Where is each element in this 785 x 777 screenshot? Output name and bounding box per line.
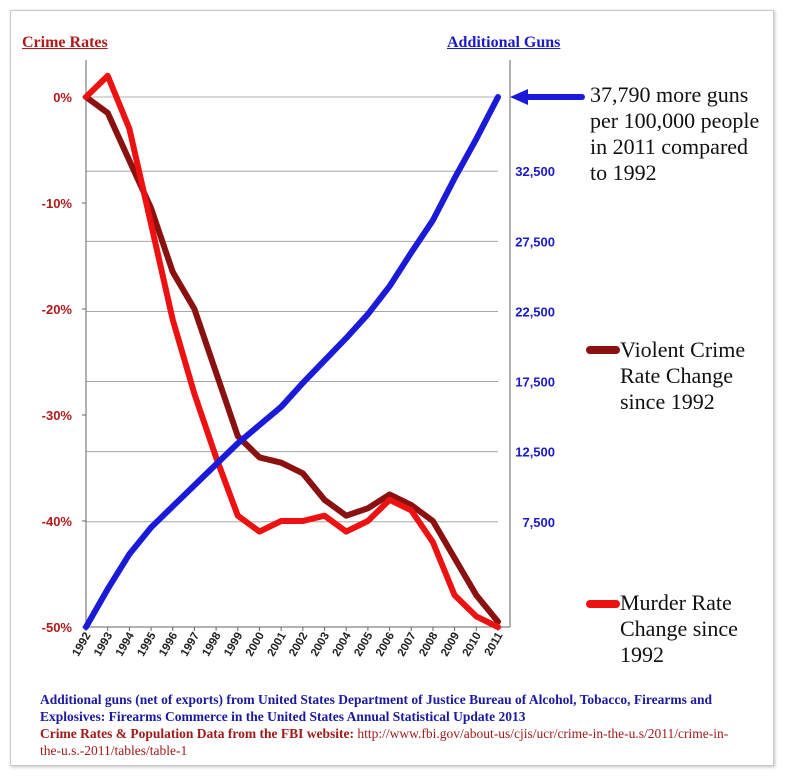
x-axis-tick-label: 2005 <box>352 630 375 659</box>
x-axis-tick-label: 2003 <box>309 631 332 659</box>
murder-rate-line <box>83 72 501 630</box>
x-axis-tick-label: 1997 <box>179 631 202 659</box>
annotation-arrow-head <box>510 89 528 105</box>
x-axis-tick-label: 1992 <box>70 631 93 659</box>
x-axis-tick-label: 2007 <box>396 631 419 659</box>
right-axis-tick-label: 27,500 <box>515 234 555 249</box>
right-axis-title: Additional Guns <box>447 34 561 51</box>
x-axis-tick-label: 2006 <box>374 631 397 659</box>
crime-source-url[interactable]: http://www.fbi.gov/about-us/cjis/ucr/cri… <box>40 726 729 758</box>
x-axis-tick-label: 1999 <box>222 631 245 659</box>
violent-crime-legend-label: Violent Crime Rate Change since 1992 <box>620 337 746 414</box>
murder-rate-legend-label: Murder Rate Change since 1992 <box>620 590 738 667</box>
x-axis-tick-label: 2004 <box>331 630 354 659</box>
right-axis-tick-label: 7,500 <box>522 515 555 530</box>
right-axis-tick-label: 22,500 <box>515 304 555 319</box>
left-axis-title: Crime Rates <box>22 34 108 51</box>
right-axis-tick-label: 32,500 <box>515 164 555 179</box>
x-axis-tick-label: 2000 <box>244 631 267 659</box>
left-axis-tick-label: -20% <box>42 302 73 317</box>
left-axis-tick-label: -50% <box>42 620 73 635</box>
x-axis-tick-label: 2009 <box>439 631 462 659</box>
x-axis-tick-label: 1998 <box>201 630 224 659</box>
additional-guns-line <box>83 94 501 630</box>
sources-note: Additional guns (net of exports) from Un… <box>40 691 740 759</box>
murder-rate-legend-swatch <box>586 600 620 608</box>
violent-crime-line <box>83 94 501 625</box>
chart-frame <box>10 10 774 766</box>
right-axis-tick-label: 17,500 <box>515 375 555 390</box>
x-axis-tick-label: 2001 <box>266 630 289 659</box>
x-axis-tick-label: 2011 <box>483 630 506 658</box>
guns-source: Additional guns (net of exports) from Un… <box>40 692 712 724</box>
right-axis-tick-label: 12,500 <box>515 445 555 460</box>
crime-source-label: Crime Rates & Population Data from the F… <box>40 726 354 741</box>
x-axis-tick-label: 1995 <box>135 630 158 659</box>
left-axis-tick-label: 0% <box>53 90 72 105</box>
x-axis-tick-label: 2010 <box>461 631 484 659</box>
gun-annotation: 37,790 more guns per 100,000 people in 2… <box>590 82 760 185</box>
x-axis-tick-label: 2002 <box>287 631 310 659</box>
left-axis-tick-label: -30% <box>42 408 73 423</box>
x-axis-tick-label: 1993 <box>92 631 115 659</box>
x-axis-tick-label: 1996 <box>157 631 180 659</box>
x-axis-tick-label: 1994 <box>114 630 137 659</box>
left-axis-tick-label: -10% <box>42 196 73 211</box>
x-axis-tick-label: 2008 <box>417 630 440 659</box>
left-axis-tick-label: -40% <box>42 514 73 529</box>
violent-crime-legend-swatch <box>586 346 620 354</box>
